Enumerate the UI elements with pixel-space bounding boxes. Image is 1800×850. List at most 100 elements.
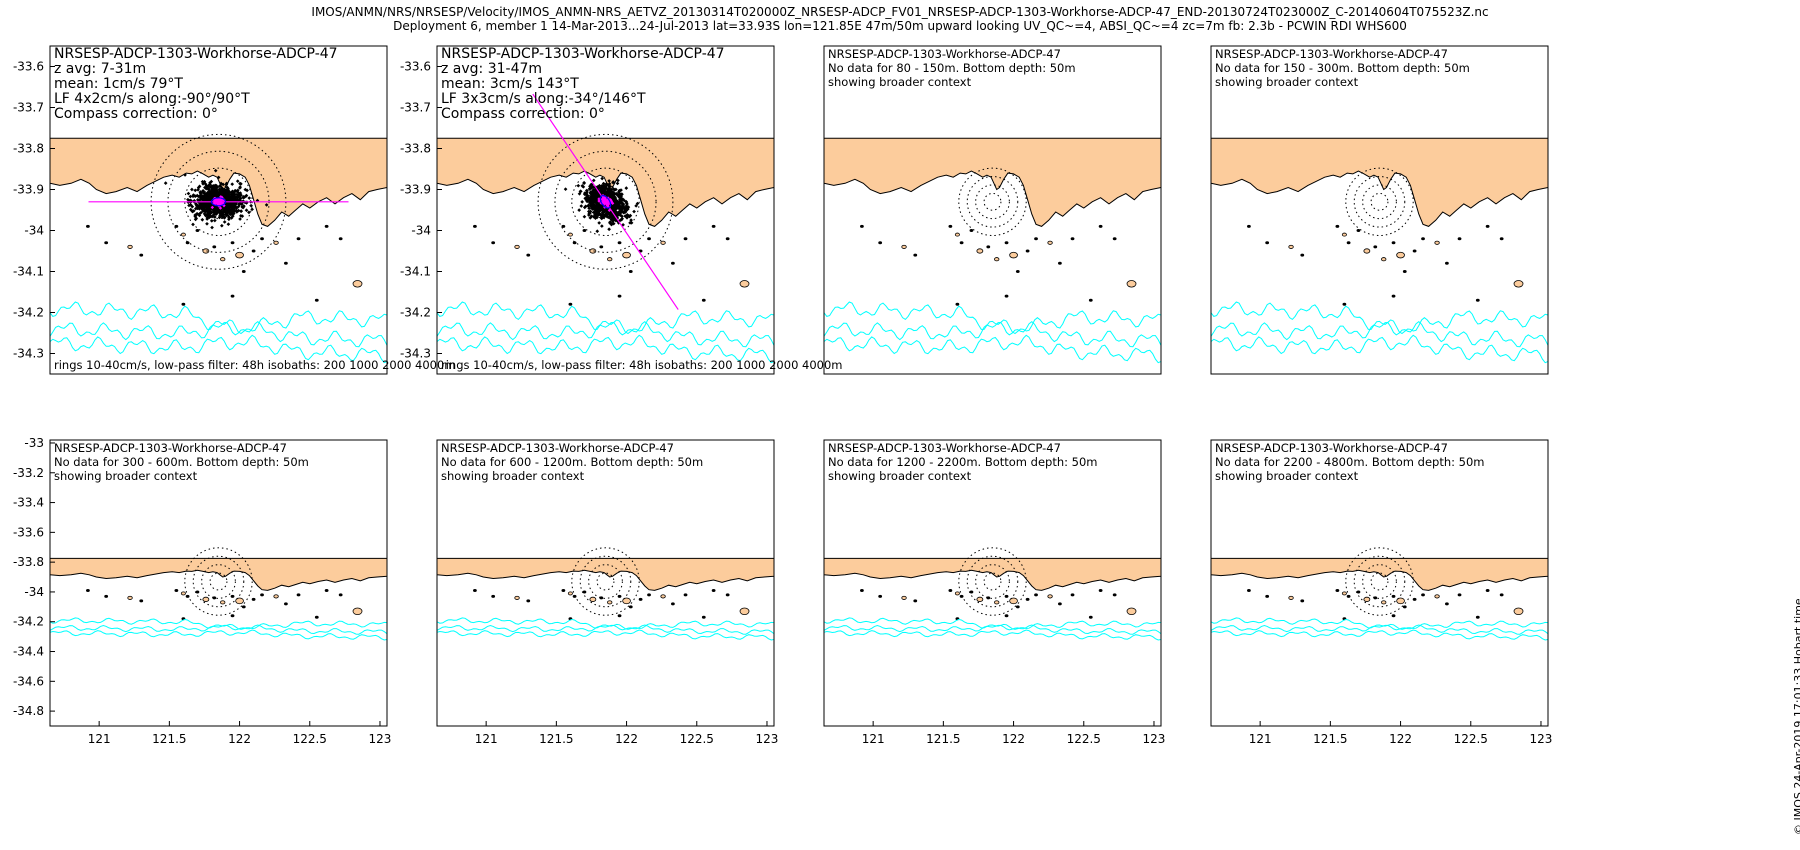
velocity-point (241, 205, 245, 210)
velocity-point (605, 182, 609, 187)
velocity-point (212, 218, 217, 223)
velocity-point (230, 211, 235, 215)
island (878, 594, 883, 598)
island (994, 600, 1000, 605)
y-tick-label: -34 (24, 224, 44, 238)
island (1015, 605, 1020, 609)
velocity-point (635, 201, 640, 206)
island (1485, 224, 1490, 228)
island (1513, 280, 1524, 288)
island (1396, 597, 1405, 605)
x-tick-label: 123 (369, 732, 392, 746)
island (617, 241, 622, 245)
island (969, 228, 974, 232)
velocity-point (595, 191, 600, 195)
island (725, 593, 730, 597)
velocity-point (212, 191, 217, 195)
panel-title: NRSESP-ADCP-1303-Workhorse-ADCP-47 (441, 46, 725, 62)
island (1412, 249, 1417, 253)
velocity-point (583, 204, 588, 209)
island (860, 224, 864, 228)
x-tick-label: 122 (615, 732, 638, 746)
speed-ring (975, 564, 1010, 599)
island (338, 237, 343, 241)
speed-ring (1345, 167, 1414, 237)
y-tick-label: -34.1 (400, 265, 431, 279)
island (1485, 588, 1490, 592)
speed-ring (1345, 547, 1414, 616)
y-tick-label: -33.6 (400, 60, 431, 74)
island (860, 588, 864, 592)
velocity-point (577, 208, 581, 212)
velocity-point (238, 186, 242, 190)
lowpass-point (218, 206, 223, 210)
island (660, 594, 666, 599)
island (324, 224, 329, 228)
velocity-point (600, 224, 604, 228)
island (976, 248, 984, 254)
island (1434, 240, 1440, 245)
chart-panel-5: 121 121.5 122 122.5 123 -33 -33.2 -33.4 -33.6 -33… (13, 436, 391, 746)
isobath-line (50, 624, 387, 635)
panel-title: NRSESP-ADCP-1303-Workhorse-ADCP-47 (1215, 47, 1448, 61)
land-polygon (824, 557, 1161, 591)
panel-title: NRSESP-ADCP-1303-Workhorse-ADCP-47 (1215, 441, 1448, 455)
velocity-point (183, 173, 187, 177)
island (589, 248, 597, 254)
y-tick-label: -34.2 (13, 615, 44, 629)
velocity-point (243, 187, 248, 192)
velocity-point (163, 181, 168, 185)
panel-annotation: NRSESP-ADCP-1303-Workhorse-ADCP-47 No dat… (54, 441, 309, 483)
island (1247, 588, 1251, 592)
x-tick-label: 121.5 (926, 732, 960, 746)
island (1391, 294, 1396, 298)
velocity-point (197, 184, 202, 189)
island (1047, 240, 1053, 245)
island (1300, 599, 1305, 603)
velocity-point (591, 188, 596, 192)
velocity-point (186, 191, 191, 196)
island (1335, 224, 1340, 228)
island (1335, 588, 1340, 592)
speed-ring (966, 555, 1019, 608)
y-tick-label: -34.1 (13, 265, 44, 279)
panel-info-line: showing broader context (441, 469, 585, 483)
island (1499, 593, 1504, 597)
island (1421, 593, 1425, 597)
island (241, 269, 246, 273)
panel-info-line: Compass correction: 0° (441, 106, 605, 122)
island (185, 241, 190, 245)
island (1058, 261, 1062, 265)
velocity-point (235, 188, 240, 193)
island (901, 595, 907, 600)
speed-ring (596, 572, 615, 591)
speed-ring (209, 572, 228, 591)
island (1373, 245, 1378, 249)
velocity-point (221, 182, 226, 187)
y-tick-label: -34.2 (13, 306, 44, 320)
island (273, 594, 279, 599)
velocity-point (217, 184, 222, 188)
velocity-point (589, 184, 594, 189)
velocity-point (230, 197, 235, 202)
land-polygon (50, 137, 387, 227)
island (127, 244, 133, 249)
velocity-point (193, 217, 198, 222)
island (567, 232, 573, 237)
velocity-point (229, 216, 234, 220)
island (582, 590, 587, 594)
velocity-point (188, 207, 193, 212)
island (1457, 593, 1462, 597)
speed-ring (1362, 564, 1397, 599)
island (901, 244, 907, 249)
island (1445, 602, 1449, 606)
velocity-point (247, 210, 251, 215)
velocity-point (617, 200, 621, 205)
chart-panel-6: 121 121.5 122 122.5 123 (436, 439, 778, 746)
velocity-point (216, 175, 221, 180)
island (104, 594, 109, 598)
island (180, 591, 186, 596)
island (567, 591, 573, 596)
x-tick-label: 121.5 (152, 732, 186, 746)
velocity-point (247, 196, 252, 200)
